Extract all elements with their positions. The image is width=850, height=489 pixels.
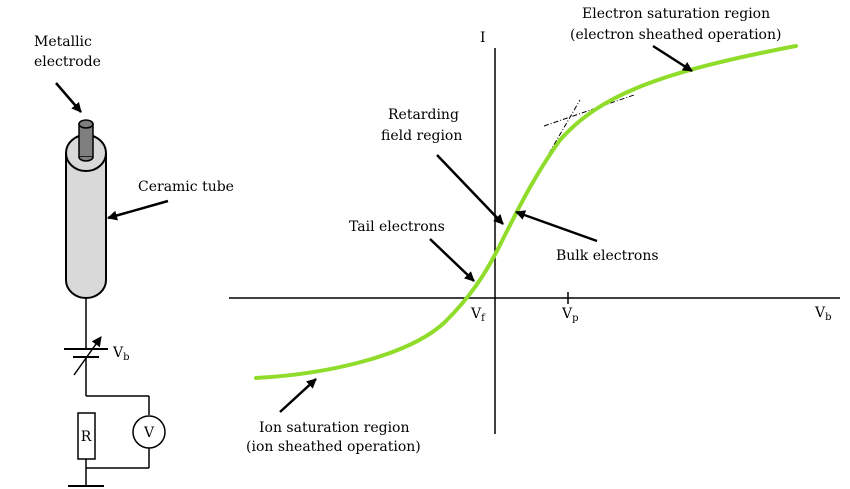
measurement-circuit: R V: [68, 395, 166, 487]
resistor-label: R: [81, 429, 92, 445]
electron-saturation-label-line2: (electron sheathed operation): [570, 27, 781, 43]
ceramic-tube-label: Ceramic tube: [138, 179, 234, 195]
electron-saturation-arrow: [652, 44, 693, 73]
retarding-label-line2: field region: [381, 128, 462, 144]
vf-label: Vf: [470, 306, 486, 324]
bias-label: Vb: [112, 345, 130, 363]
tail-electrons-arrow: [429, 238, 475, 282]
retarding-arrow: [436, 154, 504, 225]
electrode-arrow: [55, 82, 82, 113]
voltmeter: [132, 415, 166, 449]
iv-characteristic: I Vb Vp Vf Electron saturation region (e…: [229, 6, 840, 455]
retarding-label-line1: Retarding: [388, 107, 459, 123]
iv-curve: [254, 44, 798, 380]
y-axis-label: I: [480, 30, 486, 46]
electrode-label-line1: Metallic: [34, 34, 92, 50]
tail-electrons-label: Tail electrons: [349, 219, 445, 235]
ion-saturation-label-line2: (ion sheathed operation): [246, 439, 421, 455]
x-axis-label: Vb: [814, 305, 832, 323]
metallic-electrode: [78, 119, 94, 162]
probe-schematic: Metallic electrode Ceramic tube Vb: [34, 34, 234, 487]
electrode-label-line2: electrode: [34, 54, 101, 70]
vp-label: Vp: [561, 306, 579, 324]
saturation-tangent: [543, 94, 635, 127]
bulk-electrons-arrow: [515, 210, 598, 243]
bulk-electrons-label: Bulk electrons: [556, 248, 659, 264]
ion-saturation-label-line1: Ion saturation region: [259, 420, 410, 436]
ion-saturation-arrow: [279, 378, 317, 413]
voltmeter-label: V: [143, 425, 155, 441]
bias-source: Vb: [64, 336, 130, 376]
ceramic-tube-arrow: [107, 199, 169, 221]
electron-saturation-label-line1: Electron saturation region: [582, 6, 770, 22]
